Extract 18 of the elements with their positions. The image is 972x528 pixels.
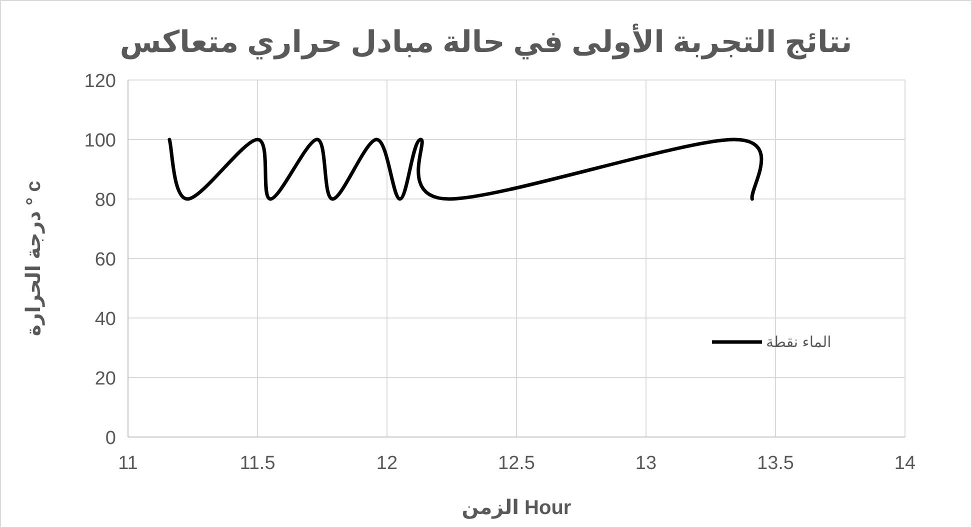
y-tick-label: 60: [94, 250, 116, 270]
x-tick-label: 13: [635, 453, 657, 474]
x-axis-title: الزمن Hour: [462, 497, 572, 519]
x-tick-label: 11.5: [240, 453, 276, 474]
x-tick-label: 14: [894, 453, 916, 474]
y-tick-label: 20: [94, 368, 116, 390]
y-tick-label: 100: [84, 130, 116, 152]
y-tick-label: 40: [94, 309, 116, 330]
chart-title: نتائج التجربة الأولى في حالة مبادل حراري متعاكس: [120, 23, 852, 60]
x-tick-label: 13.5: [757, 453, 794, 474]
y-tick-label: 80: [94, 190, 116, 211]
legend-label: الماء نقطة: [766, 334, 832, 351]
y-tick-label: 0: [105, 428, 116, 449]
y-axis-title: درجة الحرارة ° c: [23, 180, 45, 336]
x-tick-label: 12.5: [498, 453, 535, 474]
y-tick-label: 120: [84, 71, 116, 92]
x-tick-label: 11: [118, 453, 138, 474]
x-tick-label: 12: [376, 453, 398, 474]
